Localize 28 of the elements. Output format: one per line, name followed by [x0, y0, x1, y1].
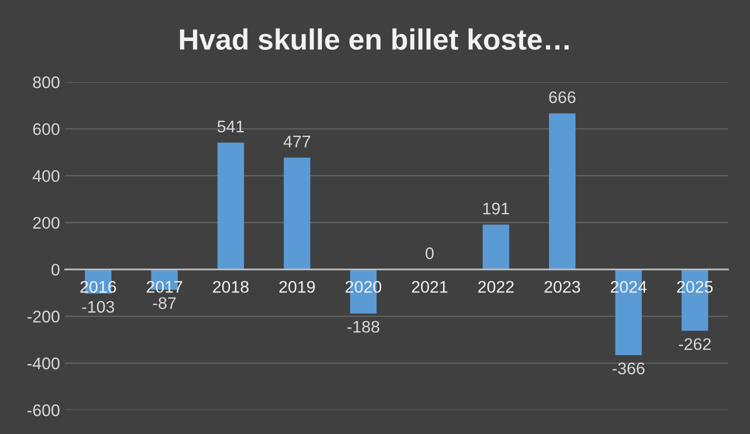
x-tick-label: 2018 — [213, 280, 249, 293]
data-label: -366 — [612, 362, 644, 374]
data-label: -87 — [153, 297, 176, 309]
data-label: 477 — [284, 136, 310, 148]
data-label: -188 — [347, 320, 380, 333]
data-label: 191 — [483, 202, 510, 214]
data-label: 0 — [426, 247, 434, 260]
y-tick-label: -600 — [28, 404, 60, 416]
data-label: -103 — [82, 300, 114, 313]
y-tick-label: -400 — [28, 358, 60, 370]
y-tick-label: 600 — [33, 123, 60, 136]
data-label: 666 — [549, 91, 576, 104]
bar — [217, 142, 244, 270]
y-tick-label: 200 — [33, 216, 60, 229]
bar — [284, 158, 310, 270]
y-tick-label: 400 — [32, 170, 60, 182]
x-tick-label: 2022 — [478, 280, 514, 293]
x-tick-label: 2021 — [412, 280, 448, 293]
bar — [482, 224, 510, 270]
y-tick-label: -200 — [28, 310, 60, 322]
bar — [548, 113, 576, 270]
chart-title: Hvad skulle en billet koste… — [180, 28, 569, 50]
data-label: -262 — [678, 338, 711, 350]
x-tick-label: 2023 — [544, 280, 580, 293]
y-tick-label: 800 — [33, 76, 60, 88]
y-tick-label: 0 — [52, 264, 60, 276]
data-label: 541 — [218, 120, 244, 132]
x-tick-label: 2019 — [279, 280, 315, 293]
